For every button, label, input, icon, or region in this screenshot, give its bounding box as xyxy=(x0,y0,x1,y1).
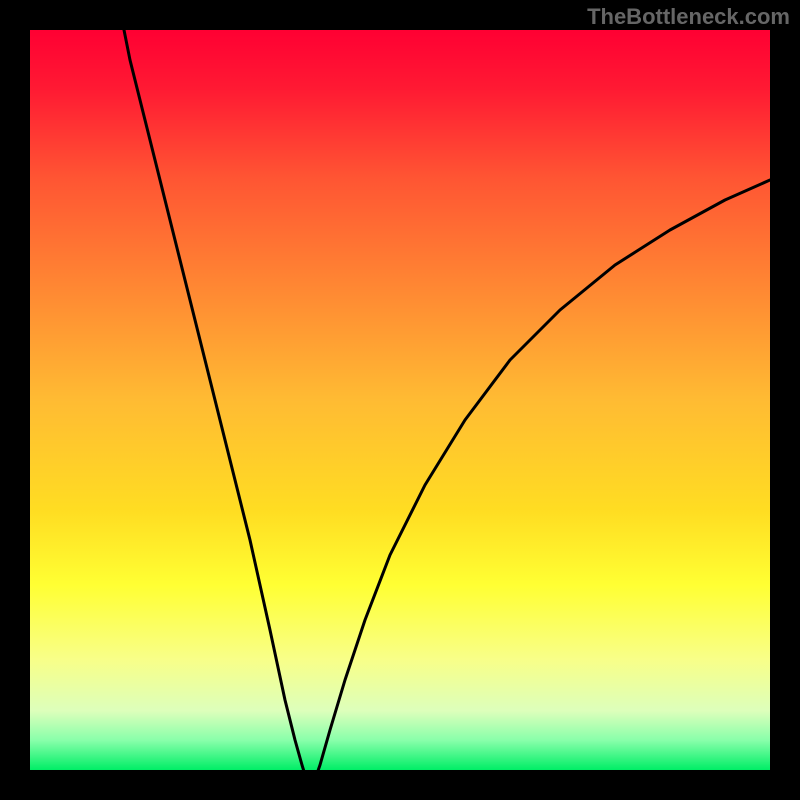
watermark-text: TheBottleneck.com xyxy=(587,4,790,30)
gradient-background xyxy=(30,30,770,770)
chart-plot-area xyxy=(30,30,770,770)
